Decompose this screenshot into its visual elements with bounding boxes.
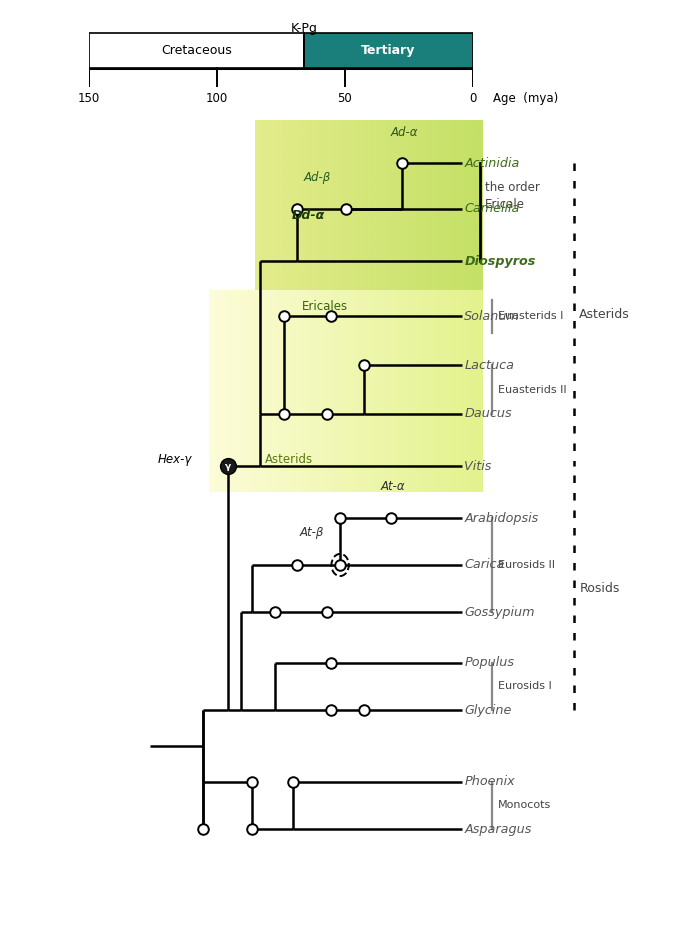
Point [198,822,209,837]
Text: Tertiary: Tertiary [361,44,415,57]
Point [223,459,234,473]
Point [385,511,396,526]
Text: Actinidia: Actinidia [464,157,520,170]
Text: K-Pg: K-Pg [290,22,317,35]
Text: 0: 0 [469,92,476,105]
Text: Arabidopsis: Arabidopsis [464,512,538,525]
Text: Asparagus: Asparagus [464,823,532,836]
Point [397,156,408,171]
Text: the order
Ericale: the order Ericale [485,181,540,211]
Text: Solanum: Solanum [464,309,520,322]
Text: Camellia: Camellia [464,202,520,215]
Text: Eurosids II: Eurosids II [497,560,555,570]
Text: Euasterids I: Euasterids I [497,311,563,322]
Point [359,358,370,373]
Point [325,703,336,718]
Text: Ad-α: Ad-α [390,126,419,139]
Point [279,308,290,323]
Text: Ad-β: Ad-β [304,171,332,185]
Text: Phoenix: Phoenix [464,775,515,788]
Text: Lactuca: Lactuca [464,359,514,372]
Text: 100: 100 [206,92,228,105]
Point [325,308,336,323]
Point [325,655,336,670]
Point [279,406,290,421]
Point [335,557,346,572]
Text: Daucus: Daucus [464,407,512,420]
Point [247,774,258,789]
Text: γ: γ [225,461,231,471]
Text: Populus: Populus [464,656,514,669]
Text: Eurosids I: Eurosids I [497,681,551,692]
Point [335,511,346,526]
Text: At-β: At-β [300,526,324,539]
Text: Rosids: Rosids [580,582,620,595]
Text: Cretaceous: Cretaceous [161,44,232,57]
Text: Hex-γ: Hex-γ [158,453,192,466]
Text: At-α: At-α [381,480,406,493]
Text: 50: 50 [338,92,352,105]
Bar [304,33,473,68]
Text: Age  (mya): Age (mya) [493,92,558,105]
Text: Ericales: Ericales [302,300,348,313]
Point [340,201,351,216]
Text: 150: 150 [78,92,100,105]
Bar [89,33,304,68]
Point [292,557,303,572]
Point [269,605,280,620]
Text: Euasterids II: Euasterids II [497,385,566,394]
Text: Dd-α: Dd-α [292,209,325,222]
Text: Asterids: Asterids [264,453,313,466]
Text: Monocots: Monocots [497,801,551,811]
Text: Gossypium: Gossypium [464,606,535,619]
Text: Vitis: Vitis [464,459,492,473]
Point [321,605,332,620]
Point [247,822,258,837]
Text: Carica: Carica [464,558,505,571]
Text: Asterids: Asterids [580,308,630,322]
Point [288,774,299,789]
Point [292,201,303,216]
Point [359,703,370,718]
Text: Diospyros: Diospyros [464,254,536,267]
Point [321,406,332,421]
Text: Glycine: Glycine [464,704,512,717]
